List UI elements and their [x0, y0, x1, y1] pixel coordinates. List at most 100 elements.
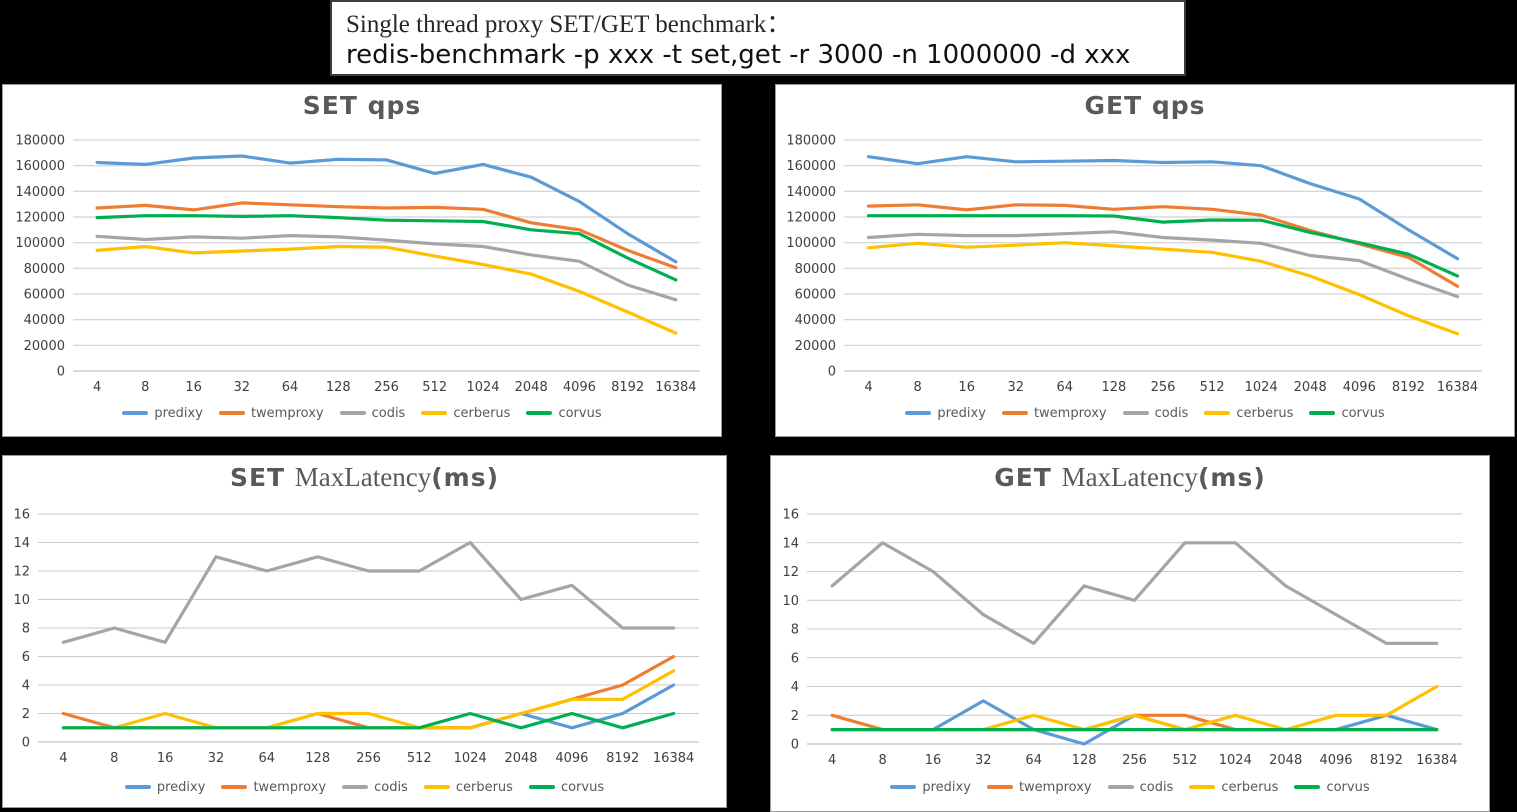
x-tick-label: 16 [185, 380, 202, 395]
x-tick-label: 256 [1122, 753, 1147, 768]
legend-item-codis: codis [342, 780, 408, 795]
twemproxy-line-swatch-icon [1001, 410, 1028, 415]
series-line-predixy [61, 683, 676, 730]
x-tick-label: 8 [878, 753, 886, 768]
y-tick-label: 6 [22, 650, 30, 665]
x-tick-label: 256 [1151, 380, 1176, 395]
set-latency-plot-area: 0 2 4 6 8 10 12 14 16 4 8 16 32 64 128 256 512 1024 2048 40… [3, 456, 726, 807]
x-tick-label: 16384 [1416, 753, 1457, 768]
legend-label: codis [371, 406, 406, 421]
x-tick-label: 16 [925, 753, 942, 768]
set-qps-svg: 0 20000 40000 60000 80000 100000 120000 140000 1… [15, 134, 700, 395]
x-tick-label: 4096 [1343, 380, 1376, 395]
legend-label: twemproxy [1033, 406, 1107, 421]
corvus-line-swatch-icon [1309, 410, 1336, 415]
chart-title-text: GET [994, 463, 1062, 492]
get-latency-chart-title: GET MaxLatency(ms) [771, 462, 1489, 493]
get-latency-chart-panel: GET MaxLatency(ms) 0 2 4 6 8 10 12 14 16 4 8 16 32 64… [770, 455, 1490, 812]
y-tick-label: 6 [791, 651, 799, 666]
x-tick-label: 256 [374, 380, 399, 395]
get-latency-legend: predixy twemproxy codis cerberus corvus [771, 780, 1489, 795]
x-tick-label: 32 [1008, 380, 1025, 395]
legend-label: predixy [922, 780, 971, 795]
y-tick-label: 180000 [15, 134, 65, 149]
codis-line-swatch-icon [1107, 784, 1134, 789]
x-tick-label: 64 [259, 751, 276, 766]
series-line-codis [866, 230, 1460, 299]
y-tick-label: 140000 [786, 185, 836, 200]
legend-label: codis [1139, 780, 1174, 795]
x-tick-label: 4096 [555, 751, 588, 766]
series-line-cerberus [61, 669, 676, 730]
x-tick-label: 4 [93, 380, 101, 395]
y-tick-label: 14 [13, 536, 30, 551]
series-line-codis [830, 541, 1439, 645]
y-tick-label: 80000 [795, 262, 836, 277]
legend-label: twemproxy [250, 406, 324, 421]
y-tick-label: 40000 [795, 313, 836, 328]
series-line-codis [95, 234, 678, 302]
x-tick-label: 4096 [563, 380, 596, 395]
predixy-line-swatch-icon [124, 784, 151, 789]
y-tick-label: 40000 [24, 313, 65, 328]
y-tick-label: 120000 [15, 211, 65, 226]
legend-item-codis: codis [1107, 780, 1174, 795]
y-tick-label: 0 [828, 365, 836, 380]
x-tick-label: 8 [110, 751, 118, 766]
legend-item-corvus: corvus [1294, 780, 1370, 795]
set-latency-chart-panel: SET MaxLatency(ms) 0 2 4 6 8 10 12 14 16 4 8 16 32 64… [2, 455, 727, 808]
series-line-twemproxy [95, 201, 678, 270]
legend-label: corvus [1341, 406, 1385, 421]
get-latency-svg: 0 2 4 6 8 10 12 14 16 4 8 16 32 64 128 256 512 1024 2048 40… [782, 508, 1462, 768]
y-tick-label: 12 [782, 565, 799, 580]
legend-label: predixy [156, 780, 206, 795]
get-qps-chart-title: GET qps [776, 91, 1514, 120]
chart-title-text: (ms) [1198, 463, 1266, 492]
y-tick-label: 60000 [24, 288, 65, 303]
series-line-predixy [830, 699, 1439, 746]
set-qps-chart-title: SET qps [3, 91, 721, 120]
y-tick-label: 16 [782, 508, 799, 523]
x-tick-label: 512 [1200, 380, 1225, 395]
y-tick-label: 2 [791, 709, 799, 724]
x-tick-label: 16384 [653, 751, 694, 766]
predixy-line-swatch-icon [890, 784, 917, 789]
legend-item-cerberus: cerberus [423, 780, 513, 795]
codis-line-swatch-icon [339, 410, 366, 415]
x-tick-label: 64 [1025, 753, 1042, 768]
legend-label: cerberus [455, 780, 513, 795]
legend-label: cerberus [1221, 780, 1279, 795]
cerberus-line-swatch-icon [423, 784, 450, 789]
legend-label: predixy [154, 406, 203, 421]
codis-line-swatch-icon [342, 784, 369, 789]
cerberus-line-swatch-icon [1189, 784, 1216, 789]
set-qps-legend: predixy twemproxy codis cerberus corvus [3, 406, 721, 421]
legend-label: predixy [937, 406, 986, 421]
series-line-codis [61, 540, 676, 644]
legend-item-codis: codis [339, 406, 406, 421]
chart-title-text: GET qps [1084, 91, 1206, 120]
x-tick-label: 32 [234, 380, 251, 395]
x-tick-label: 8192 [1392, 380, 1425, 395]
legend-item-corvus: corvus [528, 780, 604, 795]
x-tick-label: 8 [141, 380, 149, 395]
x-tick-label: 8192 [606, 751, 639, 766]
x-tick-label: 128 [326, 380, 351, 395]
x-tick-label: 2048 [1294, 380, 1327, 395]
benchmark-command-line: redis-benchmark -p xxx -t set,get -r 300… [346, 40, 1131, 70]
x-tick-label: 8192 [611, 380, 644, 395]
x-tick-label: 32 [975, 753, 992, 768]
y-tick-label: 20000 [24, 339, 65, 354]
y-tick-label: 4 [22, 679, 30, 694]
cerberus-line-swatch-icon [421, 410, 448, 415]
x-tick-label: 16384 [655, 380, 696, 395]
x-tick-label: 2048 [504, 751, 537, 766]
y-tick-label: 8 [791, 623, 799, 638]
legend-item-corvus: corvus [1309, 406, 1385, 421]
benchmark-title-line1: Single thread proxy SET/GET benchmark： [346, 11, 792, 38]
series-line-predixy [866, 155, 1460, 261]
series-line-corvus [95, 214, 678, 282]
chart-title-text: (ms) [431, 463, 500, 492]
y-tick-label: 20000 [795, 339, 836, 354]
legend-item-cerberus: cerberus [1189, 780, 1278, 795]
